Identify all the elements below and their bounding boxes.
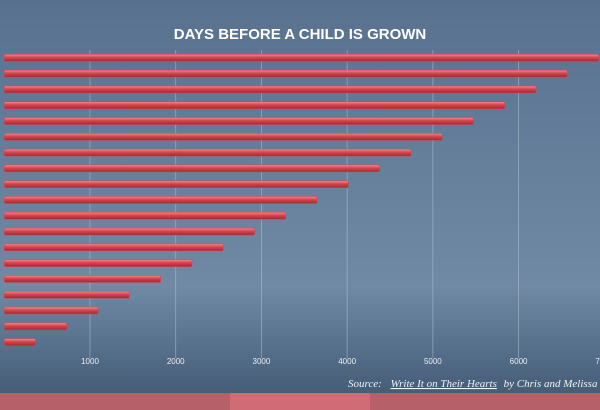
grid: 1000 2000 3000 4000 5000 6000 7000 <box>81 50 600 366</box>
x-tick-label: 1000 <box>81 357 99 366</box>
x-tick-label: 6000 <box>510 357 528 366</box>
chart-title: DAYS BEFORE A CHILD IS GROWN <box>174 26 427 43</box>
bar <box>4 69 568 78</box>
bar <box>4 227 255 236</box>
x-tick-label: 7000 <box>595 357 600 366</box>
bar <box>4 196 318 204</box>
bar <box>4 54 599 62</box>
pier-center <box>230 393 370 410</box>
bar <box>4 243 224 252</box>
bar <box>4 85 537 94</box>
bar <box>4 117 474 125</box>
bar <box>4 306 99 315</box>
x-tick-label: 2000 <box>167 357 185 366</box>
source-label: Source: <box>348 378 382 390</box>
x-tick-label: 4000 <box>338 357 356 366</box>
source-title: Write It on Their Hearts <box>391 378 497 390</box>
source: Source: Write It on Their Hearts by Chri… <box>348 378 600 390</box>
bar <box>4 212 287 220</box>
bar <box>4 290 130 299</box>
x-tick-label: 5000 <box>424 357 442 366</box>
bar <box>4 259 193 267</box>
bar <box>4 164 380 173</box>
source-authors: by Chris and Melissa S <box>504 378 600 390</box>
bar <box>4 338 36 346</box>
x-tick-label: 3000 <box>253 357 271 366</box>
bar <box>4 180 349 188</box>
bar <box>4 101 506 110</box>
bars <box>4 54 599 346</box>
bar <box>4 275 161 283</box>
bar <box>4 148 412 157</box>
bar <box>4 322 68 331</box>
bar <box>4 133 443 141</box>
